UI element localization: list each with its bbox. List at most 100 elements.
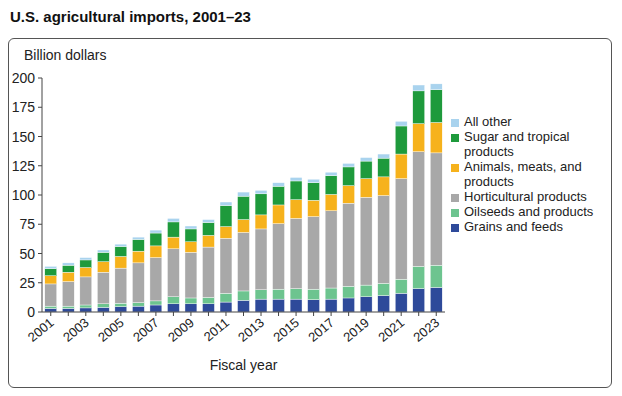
y-tick-label: 200	[12, 70, 36, 86]
bar-segment	[97, 304, 109, 308]
bar-segment	[185, 304, 197, 312]
bar-segment	[62, 282, 74, 307]
bar-segment	[62, 306, 74, 308]
x-tick	[243, 312, 244, 316]
bar-segment	[238, 196, 250, 219]
bar-segment	[220, 293, 232, 302]
bar-segment	[395, 121, 407, 126]
x-tick-label: 2009	[165, 315, 197, 345]
x-tick	[138, 312, 139, 316]
x-tick	[366, 312, 367, 316]
bars	[45, 84, 442, 312]
bar-segment	[62, 272, 74, 281]
bar-segment	[202, 297, 214, 303]
legend-item: Oilseeds and products	[450, 204, 610, 219]
bar-segment	[202, 235, 214, 247]
bar-segment	[62, 308, 74, 312]
y-tick-label: 150	[12, 129, 36, 145]
bar-segment	[255, 190, 267, 194]
legend-swatch	[450, 193, 460, 203]
bar-segment	[378, 283, 390, 295]
y-tick-label: 75	[19, 216, 35, 232]
bar-segment	[360, 285, 372, 297]
bar-segment	[45, 269, 57, 276]
x-label: Fiscal year	[210, 357, 278, 373]
bar-segment	[413, 266, 425, 288]
bar-segment	[167, 222, 179, 237]
bar-segment	[150, 246, 162, 258]
bar-segment	[220, 238, 232, 293]
bar-segment	[343, 298, 355, 312]
x-tick-label: 2001	[25, 315, 57, 345]
bar-segment	[430, 90, 442, 123]
x-tick-label: 2005	[95, 315, 127, 345]
bar-segment	[273, 224, 285, 290]
bar-segment	[167, 218, 179, 222]
y-tick	[38, 136, 42, 137]
bar-segment	[132, 306, 144, 312]
bar-segment	[308, 289, 320, 300]
bar-segment	[290, 299, 302, 312]
x-tick-label: 2003	[60, 315, 92, 345]
bar-segment	[80, 260, 92, 268]
bar-segment	[360, 197, 372, 285]
bar-segment	[273, 183, 285, 187]
bar-segment	[360, 161, 372, 179]
x-tick-label: 2023	[410, 315, 442, 345]
x-tick-label: 2015	[270, 315, 302, 345]
y-tick	[38, 78, 42, 79]
legend-item: Grains and feeds	[450, 219, 610, 234]
legend-item: Sugar and tropical products	[450, 129, 610, 159]
bar-segment	[185, 229, 197, 242]
y-tick-label: 0	[27, 304, 35, 320]
bar-segment	[115, 268, 127, 303]
bar-segment	[273, 205, 285, 224]
bar-segment	[360, 297, 372, 312]
y-tick-label: 125	[12, 158, 36, 174]
y-tick	[38, 312, 42, 313]
bar-segment	[220, 227, 232, 239]
bar-segment	[238, 192, 250, 196]
x-tick	[383, 312, 384, 316]
y-tick-label: 175	[12, 99, 36, 115]
bar-segment	[430, 265, 442, 287]
bar-segment	[97, 307, 109, 312]
x-tick	[313, 312, 314, 316]
bar-segment	[80, 308, 92, 312]
bar-segment	[325, 211, 337, 288]
bar-segment	[45, 266, 57, 268]
bar-segment	[395, 126, 407, 154]
bar-segment	[150, 230, 162, 233]
title: U.S. agricultural imports, 2001–23	[10, 8, 251, 25]
y-tick	[38, 195, 42, 196]
x-tick-label: 2019	[340, 315, 372, 345]
bar-segment	[220, 302, 232, 312]
x-tick	[85, 312, 86, 316]
legend-label: All other	[464, 114, 512, 129]
bar-segment	[360, 179, 372, 198]
bar-segment	[378, 177, 390, 196]
bar-segment	[115, 246, 127, 256]
bar-segment	[325, 288, 337, 299]
bar-segment	[185, 298, 197, 304]
x-tick-label: 2007	[130, 315, 162, 345]
legend-item: All other	[450, 114, 610, 129]
legend-swatch	[450, 133, 460, 143]
bar-segment	[167, 249, 179, 297]
bar-segment	[80, 305, 92, 308]
bar-segment	[413, 152, 425, 267]
x-tick	[261, 312, 262, 316]
bar-segment	[202, 222, 214, 235]
bar-segment	[45, 276, 57, 284]
bar-segment	[308, 300, 320, 312]
bar-segment	[308, 179, 320, 183]
x-tick-label: 2013	[235, 315, 267, 345]
bar-segment	[290, 218, 302, 288]
y-tick	[38, 107, 42, 108]
bar-segment	[97, 252, 109, 261]
bar-segment	[325, 299, 337, 312]
bar-segment	[308, 217, 320, 290]
y-tick	[38, 224, 42, 225]
bar-segment	[343, 186, 355, 204]
bar-segment	[378, 296, 390, 312]
